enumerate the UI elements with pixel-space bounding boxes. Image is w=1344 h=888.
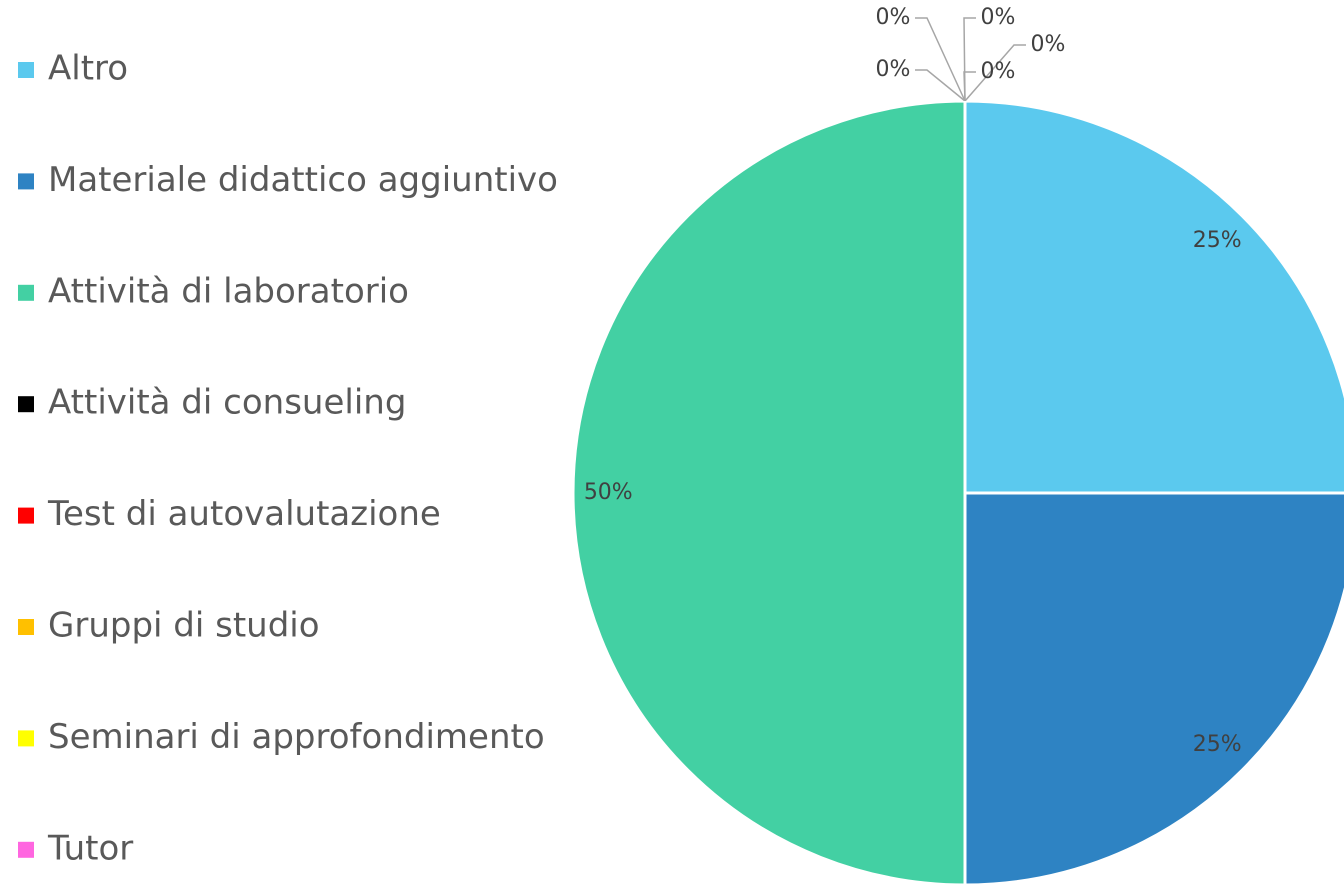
pie-slice xyxy=(963,491,1344,887)
legend-swatch xyxy=(18,730,34,747)
legend-swatch xyxy=(18,173,34,190)
legend-label: Materiale didattico aggiuntivo xyxy=(48,160,558,200)
data-label: 0% xyxy=(1031,32,1066,57)
leader-line xyxy=(915,69,966,102)
data-label: 0% xyxy=(876,57,911,82)
data-label: 0% xyxy=(981,5,1016,30)
data-label: 50% xyxy=(584,480,633,505)
legend-swatch xyxy=(18,396,34,413)
leader-line xyxy=(915,17,966,102)
leader-line xyxy=(963,17,976,102)
data-label: 0% xyxy=(876,5,911,30)
data-label: 25% xyxy=(1193,732,1242,757)
pie-slice xyxy=(571,99,967,887)
pie-slice xyxy=(963,99,1344,495)
legend-label: Seminari di approfondimento xyxy=(48,717,545,757)
legend-swatch xyxy=(18,62,34,78)
data-label: 25% xyxy=(1193,228,1242,253)
data-label: 0% xyxy=(981,59,1016,84)
legend-swatch xyxy=(18,619,34,635)
legend-label: Attività di consueling xyxy=(48,383,406,423)
legend-label: Altro xyxy=(48,49,128,89)
legend-swatch xyxy=(18,284,34,301)
leader-line xyxy=(964,44,1026,102)
legend-label: Gruppi di studio xyxy=(48,606,320,646)
legend-label: Attività di laboratorio xyxy=(48,271,409,311)
legend-label: Tutor xyxy=(47,828,133,868)
leader-line xyxy=(963,71,976,102)
legend-label: Test di autovalutazione xyxy=(47,494,441,534)
legend-swatch xyxy=(18,841,34,858)
legend-swatch xyxy=(18,507,34,524)
